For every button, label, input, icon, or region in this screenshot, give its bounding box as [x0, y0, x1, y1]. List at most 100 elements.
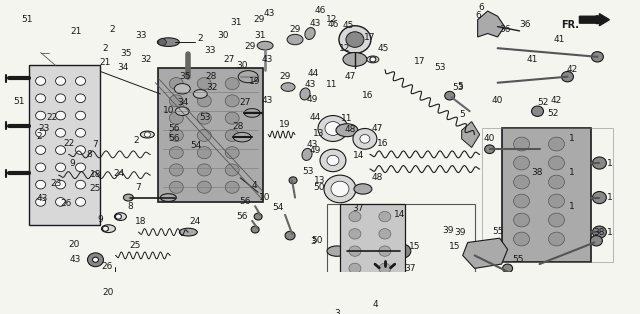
Text: 16: 16 — [362, 90, 374, 100]
Circle shape — [197, 78, 211, 89]
Circle shape — [591, 236, 602, 246]
Text: 48: 48 — [345, 125, 356, 134]
Circle shape — [36, 128, 45, 137]
Circle shape — [349, 229, 361, 239]
Text: 35: 35 — [121, 49, 132, 57]
Circle shape — [56, 111, 65, 120]
Text: 10: 10 — [163, 106, 174, 115]
Text: 32: 32 — [207, 83, 218, 92]
Text: 26: 26 — [102, 262, 113, 271]
Text: 23: 23 — [38, 124, 50, 133]
Ellipse shape — [115, 213, 127, 220]
Text: 36: 36 — [499, 25, 511, 35]
Ellipse shape — [175, 107, 189, 116]
Text: 46: 46 — [314, 7, 326, 15]
Circle shape — [353, 128, 377, 149]
Circle shape — [254, 213, 262, 220]
Circle shape — [56, 146, 65, 154]
Text: 2: 2 — [134, 136, 140, 145]
Text: 15: 15 — [449, 242, 460, 251]
Circle shape — [379, 280, 391, 291]
Circle shape — [445, 91, 454, 100]
Text: 14: 14 — [353, 151, 364, 160]
Circle shape — [225, 181, 239, 193]
Circle shape — [339, 26, 371, 53]
Circle shape — [170, 78, 183, 89]
Circle shape — [325, 122, 341, 135]
Text: 48: 48 — [371, 173, 383, 182]
Text: 42: 42 — [567, 65, 578, 74]
Text: 22: 22 — [63, 139, 74, 148]
Text: 21: 21 — [70, 27, 82, 36]
Text: 7: 7 — [92, 140, 98, 149]
Circle shape — [36, 146, 45, 154]
Text: 34: 34 — [178, 98, 189, 107]
Circle shape — [379, 229, 391, 239]
Circle shape — [197, 95, 211, 107]
Circle shape — [225, 112, 239, 124]
Circle shape — [320, 149, 346, 172]
Polygon shape — [461, 122, 479, 148]
Text: FR.: FR. — [561, 20, 579, 30]
Circle shape — [76, 94, 86, 103]
Text: 37: 37 — [353, 204, 364, 214]
Circle shape — [349, 211, 361, 222]
Text: 56: 56 — [236, 212, 248, 221]
Bar — [327, 203, 475, 280]
Circle shape — [56, 94, 65, 103]
Text: 53: 53 — [435, 62, 446, 72]
Text: 34: 34 — [118, 63, 129, 73]
Ellipse shape — [124, 194, 133, 201]
Text: 43: 43 — [262, 55, 273, 64]
Text: 13: 13 — [313, 129, 324, 138]
Text: 49: 49 — [309, 146, 321, 155]
Text: 55: 55 — [492, 227, 503, 236]
Text: 40: 40 — [484, 134, 495, 143]
Ellipse shape — [343, 52, 367, 66]
Text: 47: 47 — [345, 72, 356, 81]
Circle shape — [513, 213, 529, 227]
Circle shape — [379, 211, 391, 222]
Text: 12: 12 — [339, 44, 351, 53]
Circle shape — [145, 132, 150, 137]
Text: 11: 11 — [341, 114, 353, 123]
Circle shape — [170, 112, 183, 124]
Text: 16: 16 — [377, 139, 388, 148]
Text: 45: 45 — [377, 44, 388, 53]
Circle shape — [197, 147, 211, 159]
Circle shape — [197, 164, 211, 176]
Text: 2: 2 — [109, 25, 115, 35]
Circle shape — [251, 226, 259, 233]
Ellipse shape — [281, 83, 295, 91]
Text: 30: 30 — [236, 61, 248, 70]
Text: 2: 2 — [198, 34, 203, 43]
Text: 43: 43 — [309, 19, 321, 28]
Circle shape — [395, 244, 411, 258]
Text: 47: 47 — [371, 124, 383, 133]
Text: 22: 22 — [46, 113, 58, 122]
Text: 53: 53 — [199, 113, 211, 122]
Circle shape — [76, 180, 86, 189]
Ellipse shape — [157, 38, 179, 46]
Text: 13: 13 — [314, 176, 326, 185]
Circle shape — [548, 137, 564, 151]
Text: 23: 23 — [50, 179, 61, 188]
Text: 28: 28 — [205, 72, 217, 81]
Text: 39: 39 — [454, 228, 465, 237]
Circle shape — [36, 163, 45, 172]
Text: 55: 55 — [512, 255, 524, 264]
Text: 51: 51 — [13, 96, 24, 106]
Text: 1: 1 — [570, 134, 575, 143]
Text: 43: 43 — [70, 255, 81, 264]
Text: 30: 30 — [217, 31, 228, 41]
Circle shape — [170, 95, 183, 107]
Text: 43: 43 — [263, 9, 275, 18]
Text: 6: 6 — [479, 3, 484, 12]
Text: 28: 28 — [232, 122, 244, 131]
Text: 8: 8 — [127, 202, 133, 211]
Circle shape — [36, 111, 45, 120]
Text: 19: 19 — [279, 120, 291, 129]
Circle shape — [225, 147, 239, 159]
Circle shape — [76, 77, 86, 85]
Circle shape — [379, 246, 391, 256]
